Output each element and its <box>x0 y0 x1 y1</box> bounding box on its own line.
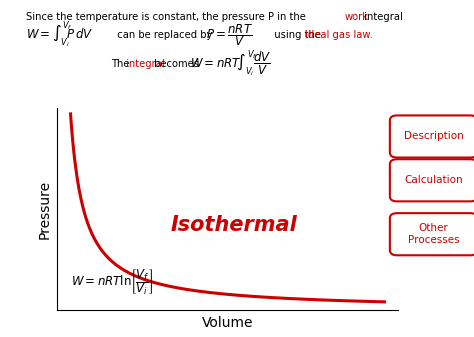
Text: Calculation: Calculation <box>404 175 463 185</box>
Text: ideal gas law.: ideal gas law. <box>305 30 373 40</box>
Text: $P = \dfrac{nRT}{V}$: $P = \dfrac{nRT}{V}$ <box>206 23 253 48</box>
Text: using the: using the <box>268 30 324 40</box>
X-axis label: Volume: Volume <box>202 315 253 330</box>
Text: work: work <box>344 12 368 22</box>
Text: $W = nRT\ln\!\left[\dfrac{V_f}{V_i}\right]$: $W = nRT\ln\!\left[\dfrac{V_f}{V_i}\righ… <box>71 267 153 297</box>
Text: Description: Description <box>404 131 464 142</box>
Text: integral: integral <box>361 12 403 22</box>
Y-axis label: Pressure: Pressure <box>37 179 51 239</box>
Text: Other
Processes: Other Processes <box>408 223 459 245</box>
Text: can be replaced by: can be replaced by <box>111 30 213 40</box>
Text: becomes: becomes <box>151 59 199 69</box>
Text: integral: integral <box>126 59 164 69</box>
Text: The: The <box>111 59 133 69</box>
Text: $W = \int_{V_i}^{V_f}\!\! P\,dV$: $W = \int_{V_i}^{V_f}\!\! P\,dV$ <box>26 20 93 51</box>
Text: $W = nRT\!\int_{V_i}^{V_f}\!\dfrac{dV}{V}$: $W = nRT\!\int_{V_i}^{V_f}\!\dfrac{dV}{V… <box>190 49 271 79</box>
Text: Since the temperature is constant, the pressure P in the: Since the temperature is constant, the p… <box>26 12 309 22</box>
Text: Isothermal: Isothermal <box>171 215 298 235</box>
